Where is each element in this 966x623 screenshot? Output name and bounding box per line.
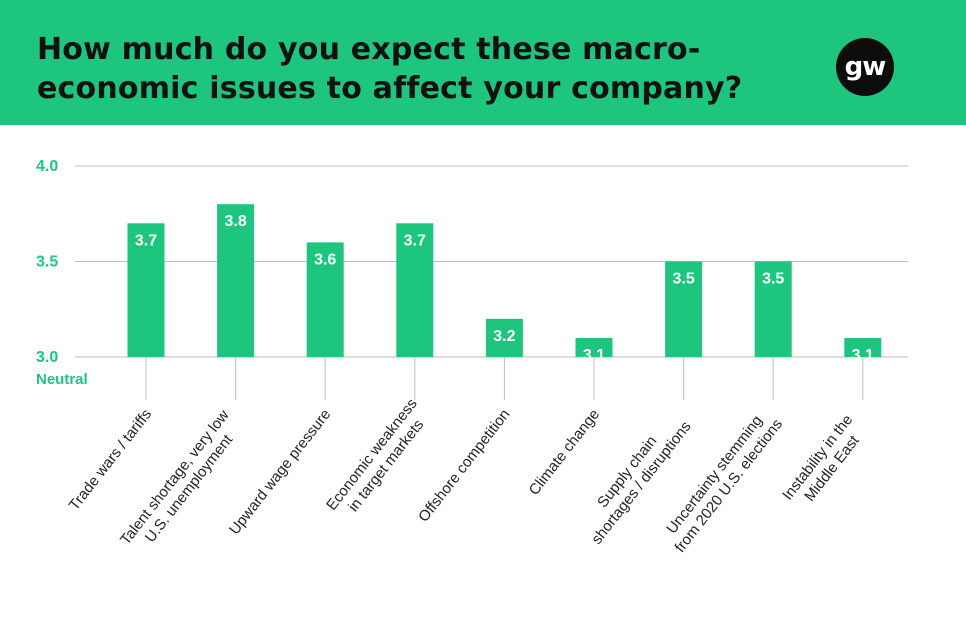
neutral-label: Neutral [36,371,88,388]
bar [306,242,344,357]
x-category-label: Upward wage pressure [226,406,334,538]
data-label: 3.5 [762,271,784,288]
y-tick-label: 4.0 [36,158,58,175]
data-label: 3.5 [672,271,694,288]
x-category-label: Climate change [526,406,604,499]
gw-logo: gw [836,38,894,96]
y-tick-label: 3.0 [36,349,58,366]
x-category-label-line: Trade wars / tariffs [66,406,155,514]
bar [396,223,434,357]
x-category-label-line: Offshore competition [415,406,513,525]
y-tick-label: 3.5 [36,254,58,271]
data-label: 3.1 [583,347,605,364]
x-category-label-line: from 2020 U.S. elections [672,416,787,556]
x-category-label: Offshore competition [415,406,513,525]
bar [754,261,792,357]
bar [127,223,165,357]
bar [217,204,255,357]
x-category-label: Trade wars / tariffs [66,406,155,514]
data-label: 3.8 [224,213,246,230]
data-label: 3.2 [493,328,515,345]
x-category-label-line: Climate change [526,406,604,499]
bar [844,337,882,357]
bar [665,261,703,357]
bar [575,337,613,357]
data-label: 3.7 [135,232,157,249]
logo-text: gw [844,52,887,82]
chart-title: How much do you expect these macro-econo… [37,32,743,106]
x-category-label: Economic weaknessin target markets [323,395,435,524]
bar [485,318,523,357]
data-label: 3.6 [314,251,336,268]
data-label: 3.7 [404,232,426,249]
header-banner: How much do you expect these macro-econo… [0,0,966,125]
data-label: 3.1 [852,347,874,364]
x-category-label: Instability in theMiddle East [779,411,870,514]
x-category-label-line: Upward wage pressure [226,406,334,538]
